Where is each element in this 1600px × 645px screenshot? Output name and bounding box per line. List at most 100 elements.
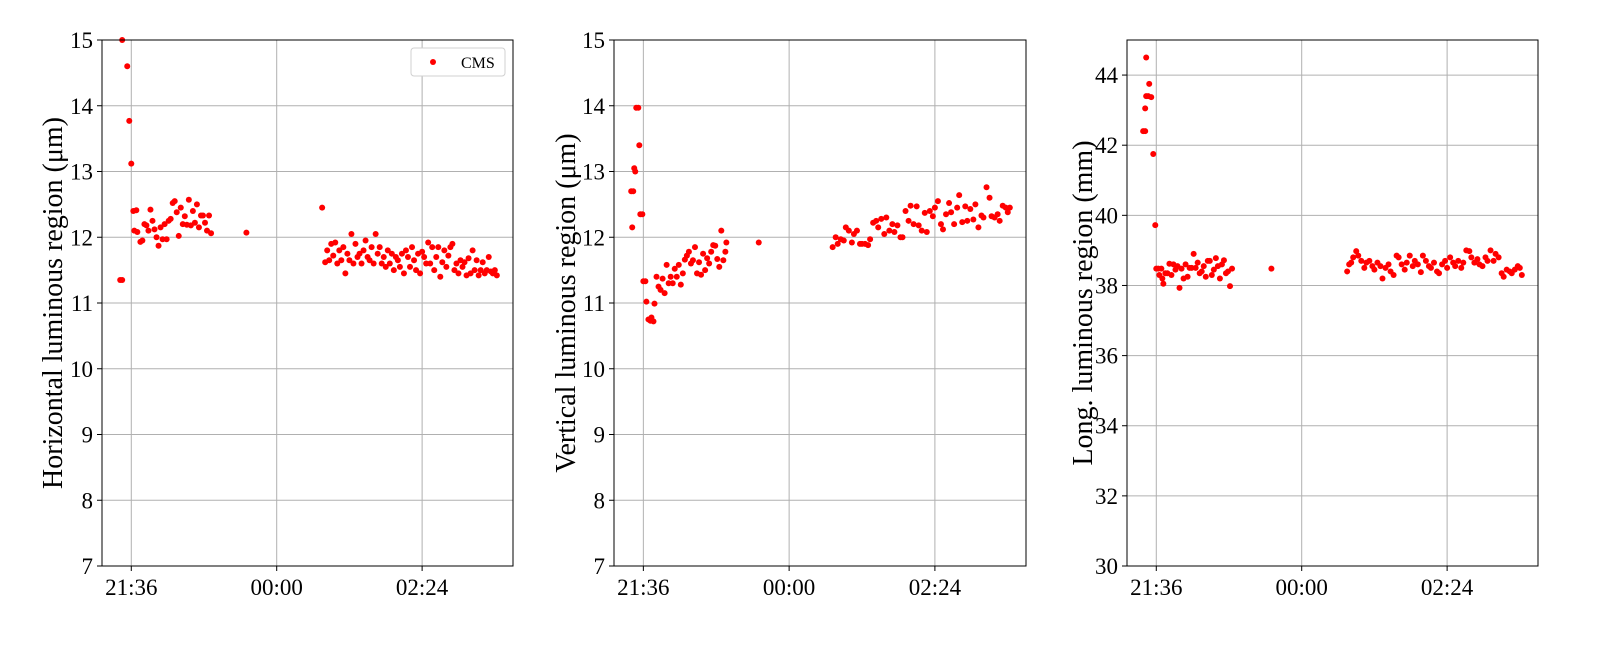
data-point [1143,54,1150,61]
data-point [630,188,637,195]
data-point [1348,259,1355,266]
data-point [716,263,723,270]
y-tick-label: 40 [1095,203,1118,228]
data-point [1371,266,1378,273]
data-point [642,278,649,285]
data-point [439,259,446,266]
data-point [445,252,452,259]
data-point [905,217,912,224]
data-point [894,222,901,229]
data-point [635,104,642,111]
data-point [348,230,355,237]
data-point [1202,273,1209,280]
data-point [425,239,432,246]
y-tick-label: 10 [582,357,605,382]
x-tick-label: 00:00 [1276,575,1328,600]
data-point [696,259,703,266]
data-point [883,214,890,221]
data-point [435,244,442,251]
data-point [153,234,160,241]
data-point [1227,283,1234,290]
y-tick-label: 13 [70,160,93,185]
data-point [669,280,676,287]
data-point [918,227,925,234]
data-point [411,257,418,264]
data-point [336,247,343,254]
data-point [1152,222,1159,229]
data-point [1350,254,1357,261]
data-point [1403,259,1410,266]
data-point [139,237,146,244]
data-point [366,257,373,264]
y-tick-label: 15 [70,28,93,53]
data-point [931,204,938,211]
data-point [972,201,979,208]
y-tick-label: 42 [1095,133,1118,158]
data-point [1484,257,1491,264]
data-point [352,240,359,247]
data-point [202,219,209,226]
data-point [899,234,906,241]
x-tick-label: 00:00 [763,575,815,600]
data-point [1395,254,1402,261]
data-point [1159,275,1166,282]
data-point [881,230,888,237]
data-point [193,201,200,208]
data-point [1192,264,1199,271]
legend-marker [430,59,436,65]
data-point [398,250,405,257]
data-point [455,270,462,277]
data-point [443,263,450,270]
data-point [865,242,872,249]
data-point [477,267,484,274]
data-point [358,260,365,267]
data-point [119,276,126,283]
y-tick-label: 13 [582,160,605,185]
y-tick-label: 12 [582,225,605,250]
data-point [712,242,719,249]
data-point [1142,128,1149,135]
data-point [675,261,682,268]
data-point [332,239,339,246]
data-point [380,253,387,260]
y-tick-label: 8 [82,488,94,513]
data-point [873,217,880,224]
legend-label: CMS [461,55,495,72]
data-point [1200,263,1207,270]
data-point [1355,252,1362,259]
data-point [1414,261,1421,268]
data-point [1427,264,1434,271]
data-point [157,224,164,231]
data-point [1455,257,1462,264]
data-point [720,257,727,264]
data-point [344,250,351,257]
y-axis-label: Long. luminous region (mm) [1068,140,1099,465]
data-point [921,209,928,216]
data-point [1377,263,1384,270]
data-point [469,247,476,254]
data-point [677,281,684,288]
data-point [1158,265,1165,272]
data-point [1468,254,1475,261]
data-point [632,168,639,175]
data-point [829,244,836,251]
plot-frame [1126,39,1539,567]
data-point [1160,280,1167,287]
data-point [986,194,993,201]
data-point [848,239,855,246]
data-point [449,240,456,247]
data-point [151,226,158,233]
data-point [996,217,1003,224]
y-tick-label: 9 [82,423,94,448]
y-tick-label: 14 [582,94,606,119]
x-tick-label: 00:00 [251,575,303,600]
data-point [360,247,367,254]
data-point [362,237,369,244]
data-point [910,221,917,228]
data-point [433,253,440,260]
data-point [954,204,961,211]
data-point [431,267,438,274]
data-point [126,117,133,124]
data-point [689,257,696,264]
